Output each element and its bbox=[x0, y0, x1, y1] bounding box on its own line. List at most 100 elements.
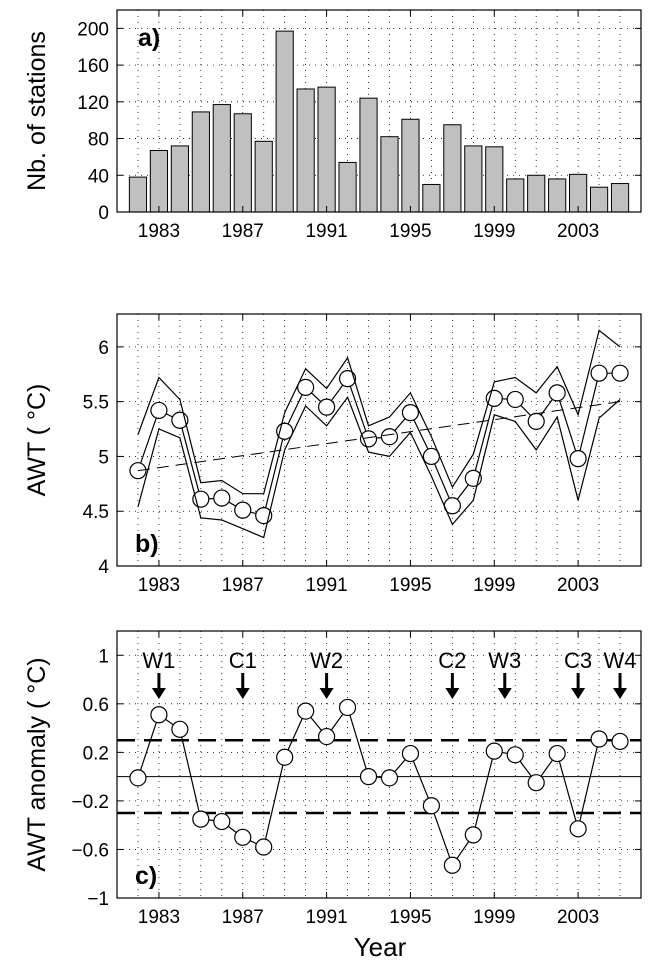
data-point bbox=[150, 706, 168, 724]
bar bbox=[275, 30, 294, 213]
axes-frame bbox=[116, 313, 642, 567]
data-point bbox=[213, 812, 231, 831]
series-line bbox=[137, 706, 621, 867]
bar bbox=[464, 145, 483, 213]
data-point bbox=[255, 838, 273, 856]
x-tick-label: 1999 bbox=[473, 221, 515, 242]
data-point bbox=[422, 797, 440, 815]
y-tick-label: 80 bbox=[88, 130, 109, 151]
event-label: W1 bbox=[142, 648, 175, 673]
x-tick-label: 1983 bbox=[138, 221, 180, 242]
data-point bbox=[338, 370, 357, 388]
bar bbox=[191, 111, 210, 213]
axes-frame bbox=[116, 630, 642, 899]
panel-label: b) bbox=[135, 530, 159, 558]
data-point bbox=[276, 748, 294, 766]
x-tick-label: 2003 bbox=[557, 575, 599, 596]
x-tick-label: 2003 bbox=[557, 907, 599, 928]
y-axis-label: AWT anomaly ( °C) bbox=[23, 657, 51, 871]
event-label: W2 bbox=[310, 648, 343, 673]
bar bbox=[296, 88, 315, 213]
trend-line bbox=[137, 401, 621, 472]
event-label: C1 bbox=[229, 648, 257, 673]
bar bbox=[548, 178, 567, 213]
bar bbox=[254, 140, 273, 213]
x-tick-label: 1995 bbox=[389, 221, 431, 242]
x-tick-label: 1983 bbox=[138, 575, 180, 596]
y-tick-label: 4.5 bbox=[83, 502, 109, 523]
x-tick-label: 1987 bbox=[222, 221, 264, 242]
data-point bbox=[464, 826, 482, 844]
x-tick-label: 1995 bbox=[389, 575, 431, 596]
y-tick-label: 6 bbox=[98, 338, 109, 359]
data-point bbox=[590, 364, 608, 382]
data-point bbox=[527, 774, 545, 792]
bar bbox=[527, 174, 546, 213]
y-tick-label: −1 bbox=[87, 889, 109, 910]
data-point bbox=[611, 364, 629, 382]
data-point bbox=[359, 768, 378, 786]
bar bbox=[401, 118, 420, 213]
event-label: C2 bbox=[438, 648, 466, 673]
data-point bbox=[213, 489, 231, 507]
bar bbox=[589, 186, 609, 213]
y-tick-label: 40 bbox=[88, 166, 109, 187]
event-arrow-head bbox=[319, 688, 334, 699]
axes-frame bbox=[116, 9, 642, 213]
x-axis-label: Year bbox=[354, 932, 407, 962]
y-tick-label: 120 bbox=[77, 93, 109, 114]
event-arrow-head bbox=[445, 688, 460, 699]
x-tick-label: 1995 bbox=[389, 907, 431, 928]
event-arrow-head bbox=[235, 688, 250, 699]
data-point bbox=[338, 698, 357, 717]
bar bbox=[359, 97, 378, 213]
data-point bbox=[129, 769, 147, 787]
data-point bbox=[234, 828, 252, 846]
data-point bbox=[297, 702, 315, 720]
bar bbox=[610, 183, 630, 213]
event-arrow-head bbox=[571, 688, 586, 699]
panel-c-awt-anomaly: W1 C1 W2 C2 W3 C3 W4 −1 −0.6 −0.2 0.2 0.6 1 1983 1987 1… bbox=[23, 630, 642, 928]
data-point bbox=[234, 501, 252, 519]
data-point bbox=[380, 428, 399, 446]
panel-label: c) bbox=[135, 862, 157, 890]
panel-label: a) bbox=[138, 24, 160, 52]
series-line bbox=[137, 372, 620, 517]
bar bbox=[422, 183, 441, 213]
x-tick-label: 1999 bbox=[473, 907, 515, 928]
event-label: C3 bbox=[564, 648, 592, 673]
data-point bbox=[150, 401, 168, 420]
bar bbox=[233, 113, 252, 213]
bar bbox=[506, 178, 525, 213]
bar bbox=[317, 86, 336, 213]
data-point bbox=[401, 404, 420, 422]
data-point bbox=[318, 727, 336, 746]
y-axis-label: Nb. of stations bbox=[23, 31, 51, 191]
y-tick-label: −0.2 bbox=[71, 792, 109, 813]
bar bbox=[443, 124, 462, 213]
y-tick-label: 0 bbox=[98, 203, 109, 224]
bar bbox=[380, 136, 399, 213]
data-point bbox=[443, 856, 461, 874]
bar bbox=[212, 104, 231, 213]
bar bbox=[128, 176, 148, 213]
data-point bbox=[569, 820, 587, 838]
y-tick-label: 5.5 bbox=[83, 393, 109, 414]
bars bbox=[128, 30, 630, 213]
data-point bbox=[506, 746, 524, 764]
data-point bbox=[548, 384, 566, 402]
x-tick-label: 1987 bbox=[222, 907, 264, 928]
panel-a-station-count-bars: 0 40 80 120 160 200 1983 1987 1991 1995 1999 2003 Nb… bbox=[23, 9, 642, 242]
confidence-bound-line bbox=[137, 329, 621, 495]
y-tick-label: 200 bbox=[77, 19, 109, 40]
x-tick-label: 2003 bbox=[557, 221, 599, 242]
y-tick-label: 5 bbox=[98, 447, 109, 468]
bar bbox=[485, 146, 504, 213]
x-tick-label: 1991 bbox=[305, 907, 347, 928]
event-label: W3 bbox=[488, 648, 521, 673]
y-tick-label: 160 bbox=[77, 56, 109, 77]
event-arrow-head bbox=[613, 688, 628, 699]
data-point bbox=[192, 490, 210, 508]
data-point bbox=[569, 450, 587, 468]
